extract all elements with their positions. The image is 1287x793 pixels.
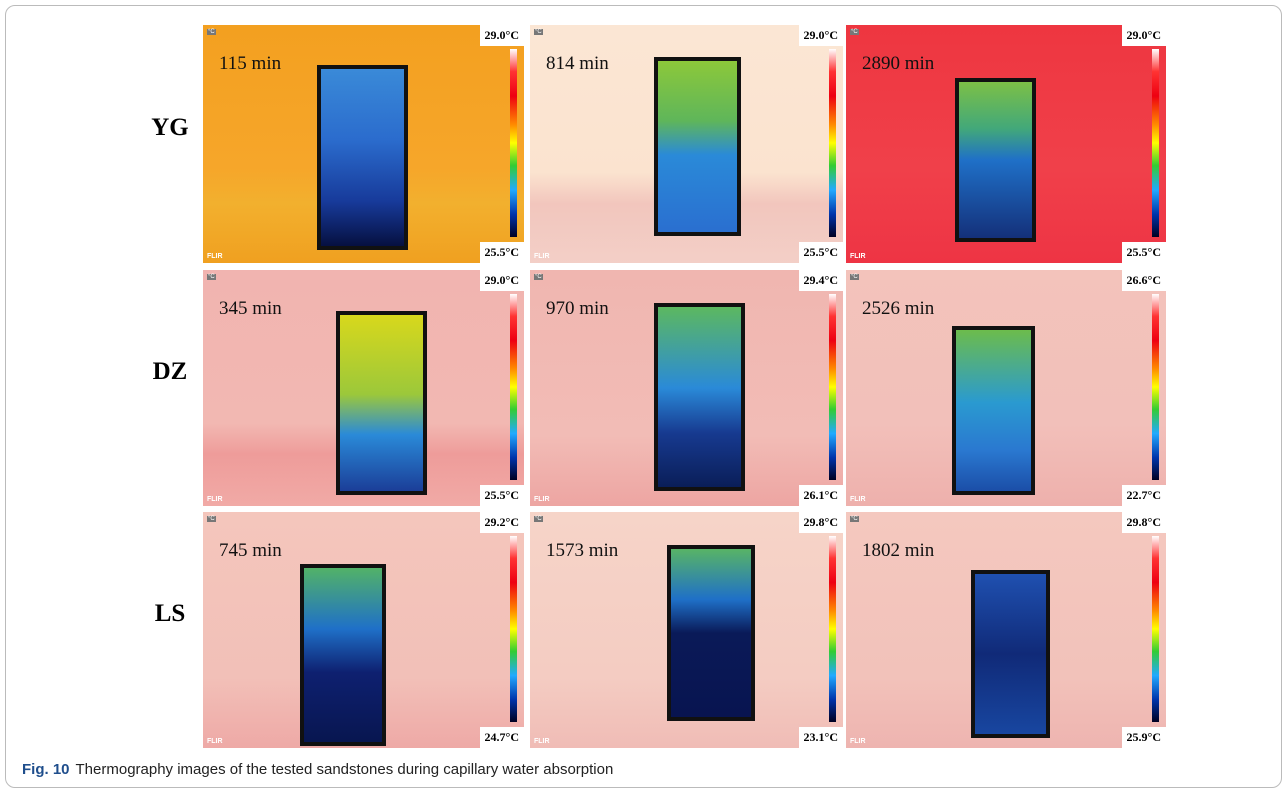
unit-icon: °C xyxy=(207,516,216,522)
sample xyxy=(952,326,1035,495)
color-scale xyxy=(510,536,517,722)
logo: FLIR xyxy=(534,738,550,745)
logo: FLIR xyxy=(207,253,223,260)
time-label: 745 min xyxy=(219,540,282,562)
min-temp: 25.5°C xyxy=(1122,242,1166,263)
row-label: DZ xyxy=(140,358,200,386)
time-label: 2526 min xyxy=(862,298,934,320)
color-scale xyxy=(829,49,836,237)
caption-text: Thermography images of the tested sandst… xyxy=(76,761,614,778)
max-temp: 29.4°C xyxy=(799,270,843,291)
logo: FLIR xyxy=(534,253,550,260)
thermal-image: °C FLIR 1573 min 29.8°C 23.1°C xyxy=(530,512,843,748)
sample xyxy=(300,564,386,746)
color-scale xyxy=(510,294,517,480)
unit-icon: °C xyxy=(850,29,859,35)
min-temp: 25.5°C xyxy=(480,242,524,263)
min-temp: 25.9°C xyxy=(1122,727,1166,748)
logo: FLIR xyxy=(850,738,866,745)
time-label: 115 min xyxy=(219,53,281,75)
max-temp: 29.8°C xyxy=(799,512,843,533)
min-temp: 22.7°C xyxy=(1122,485,1166,506)
sample xyxy=(317,65,408,250)
time-label: 814 min xyxy=(546,53,609,75)
sample xyxy=(654,303,745,491)
thermal-image: °C FLIR 1802 min 29.8°C 25.9°C xyxy=(846,512,1166,748)
color-scale xyxy=(1152,49,1159,237)
row-label: LS xyxy=(140,600,200,628)
time-label: 2890 min xyxy=(862,53,934,75)
caption: Fig. 10 Thermography images of the tested… xyxy=(22,761,613,778)
logo: FLIR xyxy=(850,496,866,503)
thermal-image: °C FLIR 745 min 29.2°C 24.7°C xyxy=(203,512,524,748)
unit-icon: °C xyxy=(534,29,543,35)
thermal-image: °C FLIR 2526 min 26.6°C 22.7°C xyxy=(846,270,1166,506)
color-scale xyxy=(510,49,517,237)
thermal-image: °C FLIR 970 min 29.4°C 26.1°C xyxy=(530,270,843,506)
max-temp: 29.0°C xyxy=(799,25,843,46)
page: Fig. 10 Thermography images of the tested… xyxy=(0,0,1287,793)
max-temp: 26.6°C xyxy=(1122,270,1166,291)
thermal-image: °C FLIR 814 min 29.0°C 25.5°C xyxy=(530,25,843,263)
thermal-image: °C FLIR 345 min 29.0°C 25.5°C xyxy=(203,270,524,506)
sample xyxy=(955,78,1036,242)
logo: FLIR xyxy=(207,738,223,745)
thermal-image: °C FLIR 115 min 29.0°C 25.5°C xyxy=(203,25,524,263)
logo: FLIR xyxy=(850,253,866,260)
thermal-image: °C FLIR 2890 min 29.0°C 25.5°C xyxy=(846,25,1166,263)
max-temp: 29.0°C xyxy=(480,25,524,46)
time-label: 1802 min xyxy=(862,540,934,562)
min-temp: 25.5°C xyxy=(480,485,524,506)
min-temp: 26.1°C xyxy=(799,485,843,506)
caption-label: Fig. 10 xyxy=(22,761,70,778)
color-scale xyxy=(1152,294,1159,480)
max-temp: 29.0°C xyxy=(1122,25,1166,46)
min-temp: 24.7°C xyxy=(480,727,524,748)
unit-icon: °C xyxy=(850,516,859,522)
unit-icon: °C xyxy=(207,274,216,280)
max-temp: 29.2°C xyxy=(480,512,524,533)
time-label: 345 min xyxy=(219,298,282,320)
unit-icon: °C xyxy=(850,274,859,280)
max-temp: 29.0°C xyxy=(480,270,524,291)
row-label: YG xyxy=(140,114,200,142)
unit-icon: °C xyxy=(534,516,543,522)
sample xyxy=(971,570,1050,738)
min-temp: 25.5°C xyxy=(799,242,843,263)
color-scale xyxy=(829,536,836,722)
max-temp: 29.8°C xyxy=(1122,512,1166,533)
unit-icon: °C xyxy=(534,274,543,280)
sample xyxy=(667,545,755,721)
min-temp: 23.1°C xyxy=(799,727,843,748)
color-scale xyxy=(829,294,836,480)
color-scale xyxy=(1152,536,1159,722)
logo: FLIR xyxy=(534,496,550,503)
time-label: 1573 min xyxy=(546,540,618,562)
sample xyxy=(336,311,427,495)
logo: FLIR xyxy=(207,496,223,503)
sample xyxy=(654,57,741,236)
time-label: 970 min xyxy=(546,298,609,320)
unit-icon: °C xyxy=(207,29,216,35)
